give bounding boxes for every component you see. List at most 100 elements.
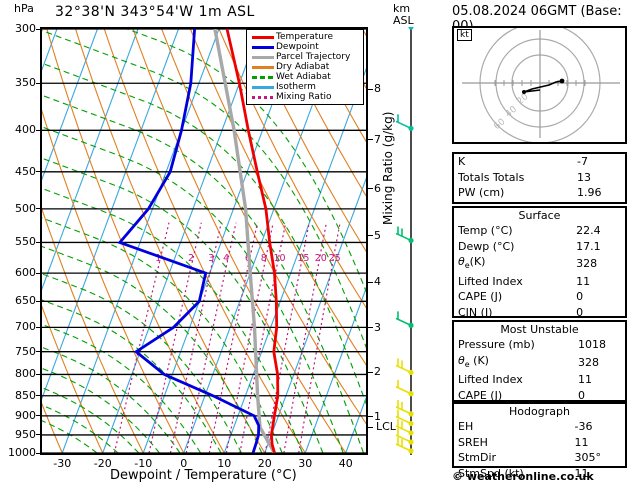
legend-item: Wet Adiabat — [250, 72, 350, 82]
pressure-tick-label: 600 — [15, 266, 36, 280]
lcl-label: LCL — [376, 420, 396, 434]
pressure-tick-label: 350 — [15, 76, 36, 90]
chart-legend: Temperature Dewpoint Parcel Trajectory Dry … — [246, 29, 364, 105]
data-row: Pressure (mb) 1018 — [454, 337, 625, 353]
pressure-tick-label: 1000 — [8, 446, 36, 459]
row-label: CIN (J) — [458, 305, 493, 319]
row-label: Lifted Index — [458, 274, 523, 288]
lcl-tick-mark — [367, 426, 373, 428]
pressure-tick-label: 550 — [15, 235, 36, 249]
row-label: CAPE (J) — [458, 388, 503, 402]
pressure-tick-mark — [36, 300, 42, 302]
temperature-tick-label: -20 — [93, 457, 112, 470]
row-label: Dewp (°C) — [458, 239, 515, 253]
row-value: 11 — [576, 274, 591, 288]
legend-label: Temperature — [276, 31, 334, 42]
pressure-tick-mark — [36, 208, 42, 210]
data-row: θe(K) 328 — [454, 254, 625, 274]
pressure-tick-label: 800 — [15, 367, 36, 381]
pressure-unit-label: hPa — [14, 2, 34, 15]
data-row: EH -36 — [454, 419, 625, 435]
row-value: 0 — [576, 290, 584, 304]
legend-swatch — [252, 55, 274, 59]
pressure-tick-label: 500 — [15, 201, 36, 215]
legend-item: Dewpoint — [250, 42, 350, 52]
wind-barb-column — [390, 13, 432, 455]
height-tick-label: 4 — [374, 275, 381, 289]
row-value: 13 — [576, 170, 591, 184]
height-tick-mark — [367, 416, 373, 418]
svg-text:1: 1 — [155, 253, 161, 264]
row-label: SREH — [458, 435, 488, 449]
pressure-tick-mark — [36, 171, 42, 173]
row-label: Temp (°C) — [458, 224, 513, 237]
row-value: -36 — [574, 420, 593, 433]
indices-panel: K -7 Totals Totals 13 PW (cm) 1.96 — [452, 152, 627, 204]
hodograph-unit-label: kt — [457, 29, 472, 41]
pressure-tick-label: 650 — [15, 294, 36, 308]
svg-text:15: 15 — [297, 253, 309, 264]
pressure-tick-mark — [36, 452, 42, 454]
surface-panel: Surface Temp (°C) 22.4 Dewp (°C) 17.1 θe(K) 3… — [452, 206, 627, 320]
pressure-tick-label: 950 — [15, 427, 36, 441]
pressure-tick-mark — [36, 326, 42, 328]
pressure-tick-mark — [36, 272, 42, 274]
data-row: Dewp (°C) 17.1 — [454, 239, 625, 255]
pressure-tick-label: 750 — [15, 344, 36, 358]
copyright-credit: © weatheronline.co.uk — [452, 470, 594, 483]
data-row: Lifted Index 11 — [454, 274, 625, 290]
skewt-plot: 1 2 3 4 6 8 10 15 20 25 — [40, 27, 368, 455]
legend-item: Temperature — [250, 32, 350, 42]
svg-text:8: 8 — [261, 253, 267, 264]
pressure-tick-mark — [36, 415, 42, 417]
row-label: Totals Totals — [458, 170, 525, 184]
legend-swatch — [252, 95, 274, 99]
height-tick-label: 6 — [374, 181, 381, 195]
legend-item: Dry Adiabat — [250, 62, 350, 72]
svg-text:10: 10 — [273, 253, 285, 264]
legend-item: Parcel Trajectory — [250, 52, 350, 62]
pressure-tick-label: 450 — [15, 164, 36, 178]
pressure-tick-mark — [36, 28, 42, 30]
pressure-tick-label: 700 — [15, 320, 36, 334]
x-axis-title: Dewpoint / Temperature (°C) — [110, 468, 297, 483]
height-tick-mark — [367, 188, 373, 190]
legend-label: Dewpoint — [276, 41, 319, 52]
pressure-tick-mark — [36, 351, 42, 353]
height-tick-label: 7 — [374, 132, 381, 146]
legend-swatch — [252, 35, 274, 39]
pressure-tick-mark — [36, 373, 42, 375]
legend-label: Dry Adiabat — [276, 61, 330, 72]
row-label: θe(K) — [458, 255, 486, 271]
row-value: 305° — [574, 451, 601, 464]
temperature-tick-label: 20 — [257, 457, 272, 470]
row-label: Pressure (mb) — [458, 338, 535, 351]
row-value: 1.96 — [576, 186, 602, 199]
height-tick-label: 8 — [374, 82, 381, 96]
temperature-tick-label: 0 — [180, 457, 188, 470]
row-value: 11 — [574, 466, 589, 480]
most-unstable-panel-title: Most Unstable — [500, 323, 579, 336]
row-value: 11 — [578, 373, 593, 387]
height-tick-label: 2 — [374, 365, 381, 379]
pressure-tick-mark — [36, 395, 42, 397]
data-row: K -7 — [454, 154, 625, 170]
row-label: StmDir — [458, 451, 497, 464]
svg-text:4: 4 — [223, 253, 229, 264]
hodograph-stats-table: EH -36 SREH 11 StmDir 305° StmSpd (kt) 11 — [454, 419, 625, 481]
data-row: Lifted Index 11 — [454, 372, 625, 388]
legend-swatch — [252, 85, 274, 89]
pressure-tick-label: 850 — [15, 388, 36, 402]
height-tick-label: 5 — [374, 228, 381, 242]
legend-label: Isotherm — [276, 81, 316, 92]
row-value: 328 — [578, 355, 600, 369]
data-row: θe (K) 328 — [454, 353, 625, 373]
row-value: 328 — [576, 257, 598, 271]
pressure-tick-mark — [36, 82, 42, 84]
legend-label: Wet Adiabat — [276, 71, 331, 82]
hodograph-stats-title: Hodograph — [509, 405, 570, 418]
svg-text:60: 60 — [492, 117, 507, 132]
row-value: 17.1 — [576, 239, 601, 253]
height-tick-mark — [367, 88, 373, 90]
surface-table: Temp (°C) 22.4 Dewp (°C) 17.1 θe(K) 328 Lifted… — [454, 223, 625, 320]
